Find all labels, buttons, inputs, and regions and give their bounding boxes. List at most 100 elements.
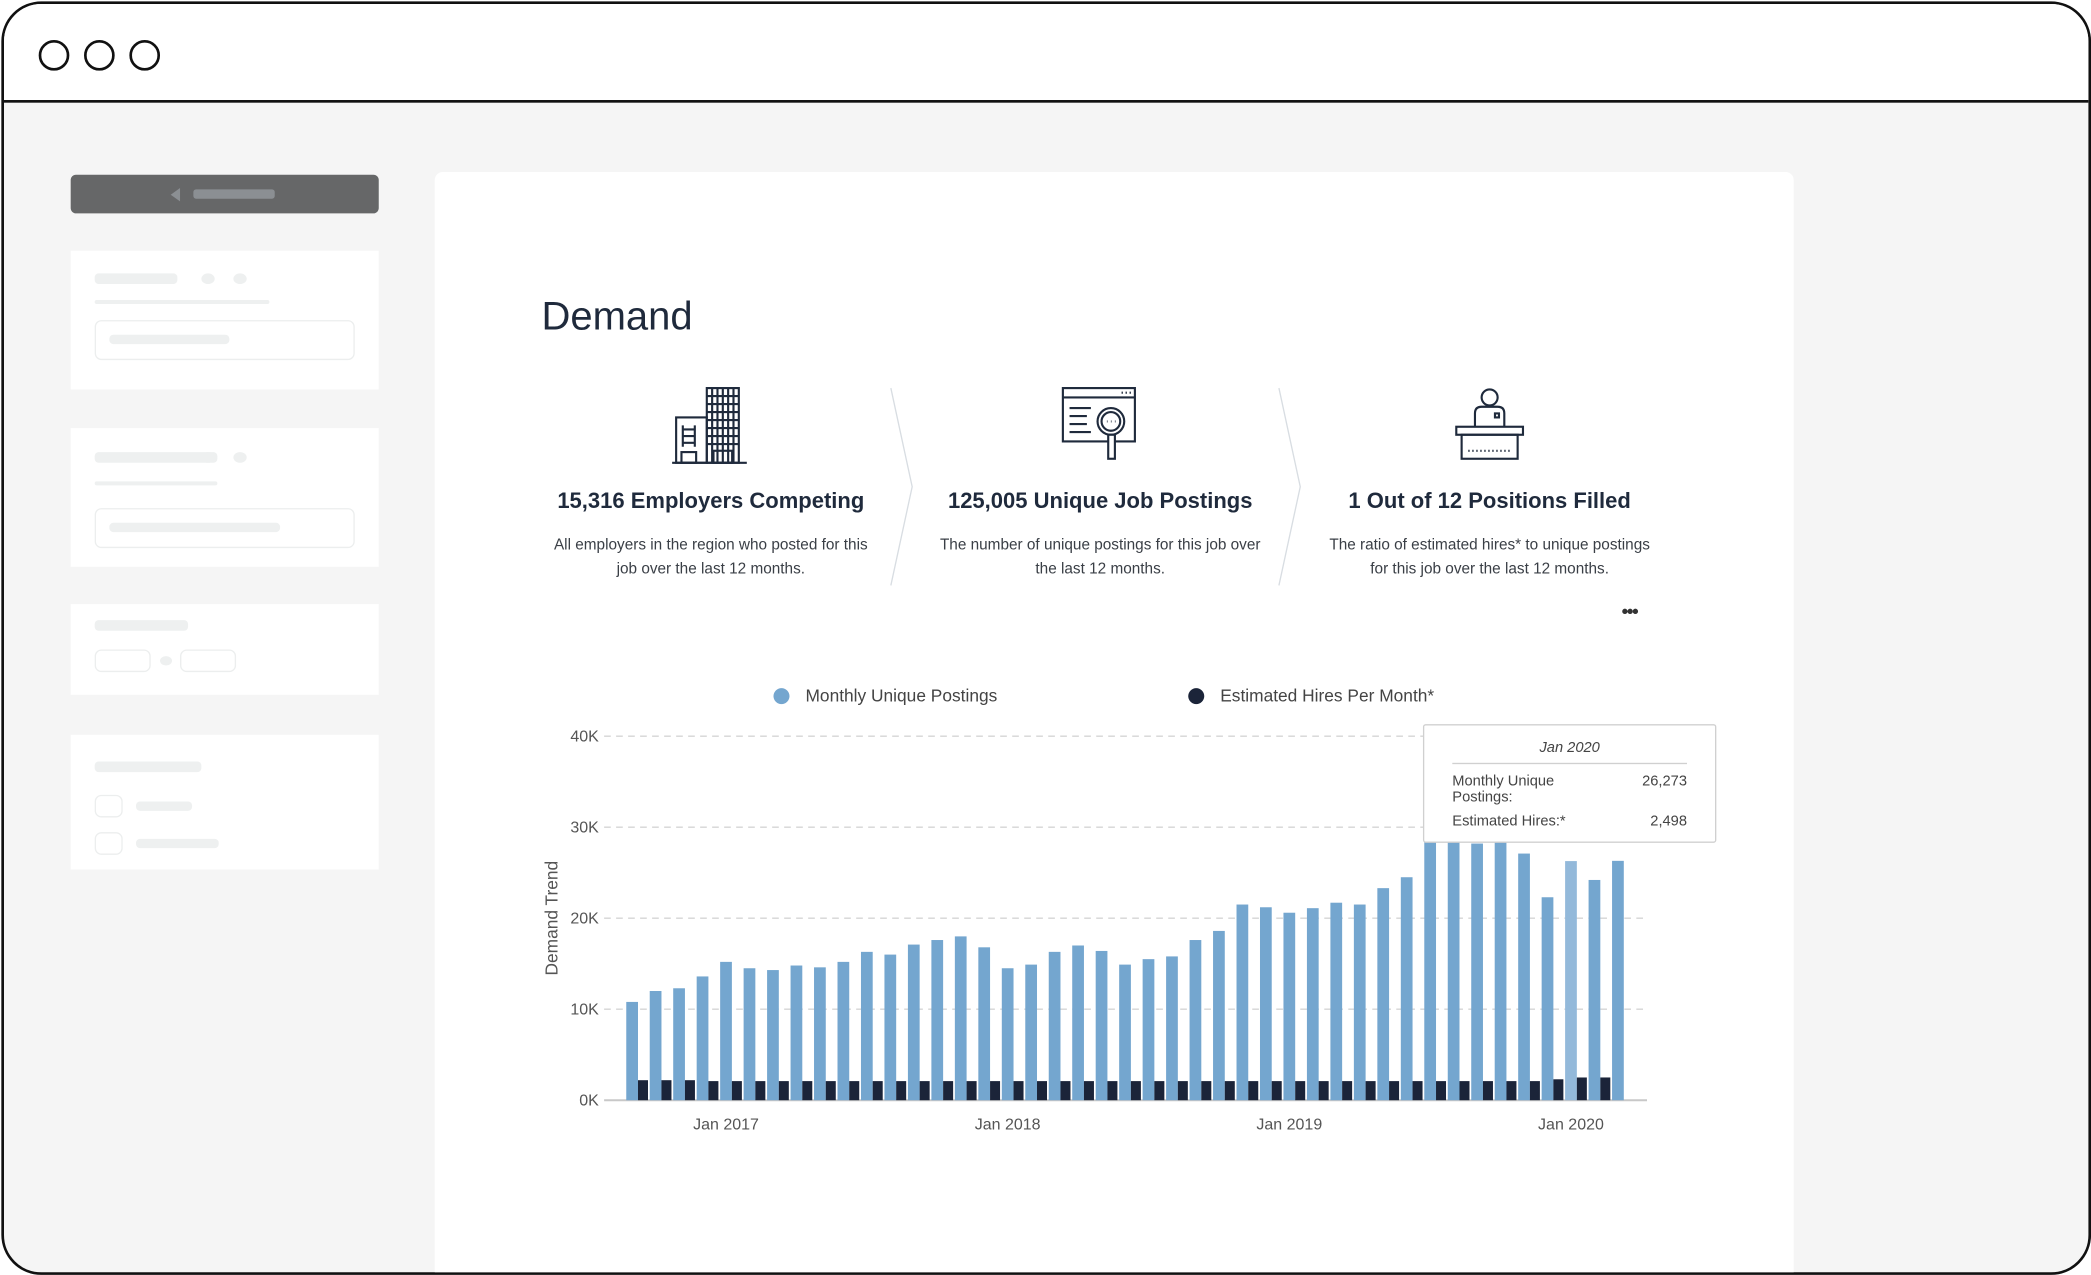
bar-postings [1189,940,1202,1101]
bar-postings [1612,860,1624,1101]
bar-hires [1412,1081,1423,1101]
bar-postings [1494,818,1507,1101]
bar-hires [755,1081,766,1101]
y-tick-label: 40K [570,728,599,745]
y-tick-label: 30K [570,819,599,836]
window-maximize-button[interactable] [129,40,161,71]
x-tick-label: Jan 2020 [1538,1117,1604,1134]
bar-postings [1142,959,1155,1101]
bar-hires [1318,1081,1329,1101]
bar-hires [684,1080,695,1101]
bar-hires [1013,1081,1024,1101]
bar-postings [1424,822,1437,1101]
bar-hires [1271,1081,1282,1101]
demand-trend-chart: 0K 10K 20K 30K 40K Demand Trend Jan 2017 Jan 20… [541,728,1647,1134]
bar-postings [790,965,803,1101]
bar-postings [1119,964,1131,1101]
bar-postings [1236,904,1249,1101]
stat-description: the last 12 months. [1035,561,1166,578]
bar-hires [1600,1077,1611,1101]
window-minimize-button[interactable] [84,40,115,71]
bar-postings [1166,956,1178,1101]
bar-postings [1565,861,1577,1101]
stat-title: 125,005 Unique Job Postings [947,489,1253,514]
more-options-button[interactable]: ••• [1621,600,1639,622]
bar-hires [919,1081,930,1101]
legend-dot-icon [1188,687,1205,704]
legend-label: Monthly Unique Postings [805,685,998,706]
bar-postings [1283,912,1296,1101]
bar-postings [884,954,897,1101]
bar-postings [1400,877,1413,1101]
bar-postings [696,976,709,1101]
x-tick-label: Jan 2017 [693,1117,759,1134]
tooltip-value: 2,498 [1650,813,1688,830]
bar-hires [708,1081,719,1101]
bar-hires [778,1081,789,1101]
bar-hires [1436,1081,1447,1101]
bar-hires [731,1081,742,1101]
x-tick-label: Jan 2019 [1256,1117,1322,1134]
sidebar-input[interactable] [94,508,355,549]
placeholder-label [193,189,275,199]
tooltip-label: Postings: [1452,789,1513,806]
bar-postings [649,990,662,1101]
bar-postings [1518,853,1530,1101]
sidebar-back-button[interactable] [70,174,379,214]
bar-hires [1482,1081,1493,1101]
bar-postings [1072,945,1084,1101]
sidebar-input[interactable] [94,320,355,361]
bar-postings [673,988,685,1101]
bar-postings [1330,902,1343,1101]
stat-description: for this job over the last 12 months. [1370,561,1609,578]
bar-postings [1353,904,1366,1101]
bar-postings [954,936,967,1101]
bar-hires [1529,1081,1540,1101]
bar-hires [825,1081,836,1101]
checkbox[interactable] [94,832,123,855]
bar-postings [743,968,756,1101]
range-min-input[interactable] [94,649,151,673]
bar-postings [1048,951,1061,1101]
y-tick-label: 20K [570,911,599,928]
stat-description: The number of unique postings for this j… [939,537,1261,554]
range-max-input[interactable] [180,649,237,673]
legend-item-hires[interactable]: Estimated Hires Per Month* [1188,685,1434,705]
stat-positions-filled: 1 Out of 12 Positions Filled The ratio o… [1303,385,1676,581]
tooltip-label: Monthly Unique [1452,773,1555,790]
window-close-button[interactable] [38,40,70,71]
bar-postings [814,967,826,1101]
x-tick-label: Jan 2018 [975,1117,1041,1134]
bar-postings [837,961,850,1101]
bar-hires [1365,1081,1376,1101]
title-bar [4,4,2089,103]
bar-hires [802,1081,813,1101]
back-arrow-icon [170,188,181,202]
bar-hires [1154,1081,1165,1101]
bar-hires [1389,1081,1400,1101]
demand-panel: Demand 15,316 Employers Competing All em… [434,172,1794,1273]
bar-postings [1377,888,1390,1101]
tooltip-label: Estimated Hires:* [1452,813,1566,830]
bar-postings [1588,879,1601,1101]
sidebar-filter-card [70,428,379,567]
legend-item-postings[interactable]: Monthly Unique Postings [773,685,997,705]
bar-hires [1177,1081,1188,1101]
bar-hires [1060,1081,1071,1101]
chevron-divider [1278,387,1301,586]
sidebar-filter-card [70,250,379,390]
stat-title: 1 Out of 12 Positions Filled [1348,489,1631,514]
bar-hires [1130,1081,1141,1101]
stat-postings: 125,005 Unique Job Postings The number o… [914,385,1287,581]
y-tick-label: 10K [570,1002,599,1019]
bar-hires [1201,1081,1212,1101]
bar-postings [1025,964,1038,1101]
bar-postings [1541,897,1554,1101]
bar-postings [907,944,920,1101]
bar-postings [1306,908,1319,1101]
bar-hires [943,1081,954,1101]
bar-hires [1037,1081,1048,1101]
checkbox[interactable] [94,794,123,818]
bar-postings [1213,930,1225,1101]
